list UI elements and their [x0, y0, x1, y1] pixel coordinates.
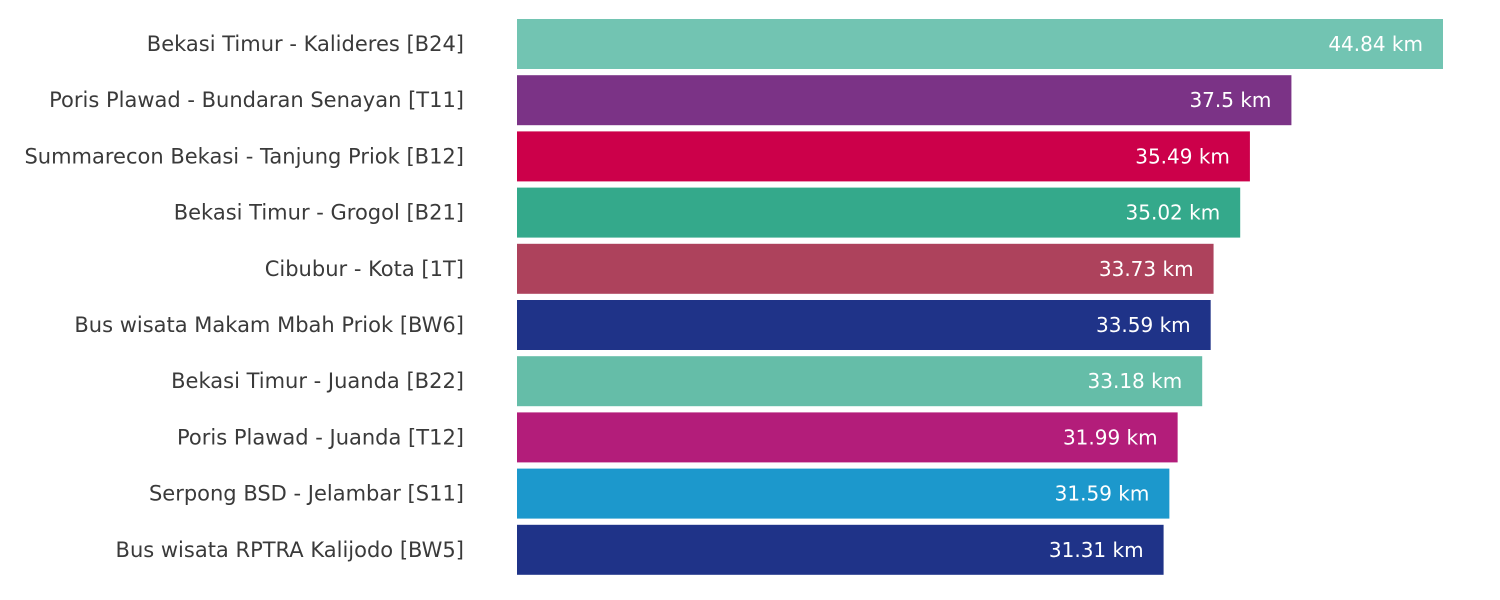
value-label: 31.99 km: [1063, 425, 1158, 449]
value-label: 33.18 km: [1088, 369, 1183, 393]
bar-row: Cibubur - Kota [1T] 33.73 km: [265, 243, 1214, 294]
bar-row: Bekasi Timur - Kalideres [B24] 44.84 km: [147, 19, 1443, 69]
bar: [517, 412, 1178, 463]
category-label: Cibubur - Kota [1T]: [265, 257, 464, 281]
value-label: 33.73 km: [1099, 257, 1194, 281]
category-label: Poris Plawad - Juanda [T12]: [177, 425, 464, 449]
category-label: Serpong BSD - Jelambar [S11]: [149, 482, 464, 506]
value-label: 33.59 km: [1096, 313, 1191, 337]
bar-row: Poris Plawad - Juanda [T12] 31.99 km: [177, 412, 1178, 463]
category-label: Bus wisata Makam Mbah Priok [BW6]: [74, 313, 464, 337]
category-label: Bus wisata RPTRA Kalijodo [BW5]: [116, 538, 464, 562]
category-label: Bekasi Timur - Juanda [B22]: [171, 369, 464, 393]
value-label: 35.02 km: [1126, 201, 1221, 225]
bar: [517, 243, 1214, 294]
bar: [517, 300, 1211, 350]
bar-row: Summarecon Bekasi - Tanjung Priok [B12] 3…: [24, 131, 1250, 182]
category-label: Poris Plawad - Bundaran Senayan [T11]: [49, 88, 464, 112]
category-label: Bekasi Timur - Grogol [B21]: [174, 201, 464, 225]
bar: [517, 187, 1241, 238]
bar-row: Bus wisata Makam Mbah Priok [BW6] 33.59 k…: [74, 300, 1211, 350]
bar: [517, 524, 1164, 575]
bar: [517, 468, 1170, 519]
bar-row: Bekasi Timur - Juanda [B22] 33.18 km: [171, 356, 1203, 407]
bar: [517, 19, 1443, 69]
value-label: 35.49 km: [1135, 144, 1230, 168]
value-label: 44.84 km: [1328, 32, 1423, 56]
bar-row: Serpong BSD - Jelambar [S11] 31.59 km: [149, 468, 1170, 519]
bar-row: Poris Plawad - Bundaran Senayan [T11] 37.…: [49, 75, 1292, 126]
bar: [517, 75, 1292, 126]
bar-row: Bekasi Timur - Grogol [B21] 35.02 km: [174, 187, 1241, 238]
value-label: 37.5 km: [1189, 88, 1271, 112]
category-label: Summarecon Bekasi - Tanjung Priok [B12]: [24, 144, 464, 168]
value-label: 31.31 km: [1049, 538, 1144, 562]
bar: [517, 356, 1203, 407]
value-label: 31.59 km: [1055, 482, 1150, 506]
bar-row: Bus wisata RPTRA Kalijodo [BW5] 31.31 km: [116, 524, 1164, 575]
bar: [517, 131, 1250, 182]
category-label: Bekasi Timur - Kalideres [B24]: [147, 32, 464, 56]
